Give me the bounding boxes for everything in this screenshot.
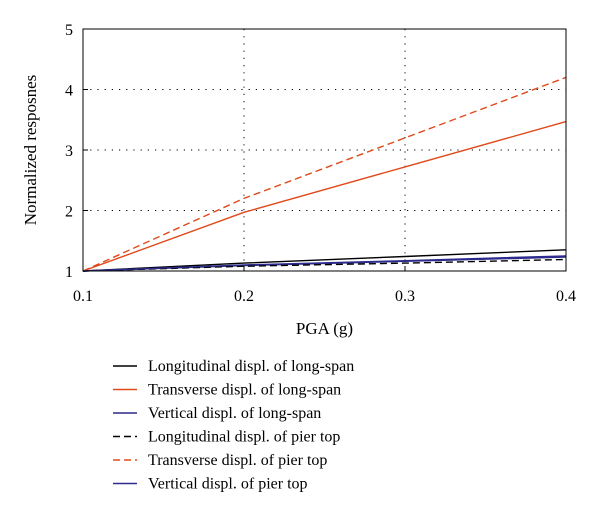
y-tick-label: 1 xyxy=(65,264,73,281)
x-tick-label: 0.3 xyxy=(395,288,415,305)
series-lines xyxy=(82,76,567,272)
x-tick-label: 0.4 xyxy=(556,288,576,305)
legend-label-6: Vertical displ. of pier top xyxy=(148,476,308,493)
y-tick-label: 2 xyxy=(65,204,73,221)
y-tick-label: 4 xyxy=(65,83,73,100)
y-axis-label: Normalized resposnes xyxy=(21,75,40,226)
grid-lines xyxy=(83,29,566,271)
y-tick-label: 3 xyxy=(65,143,73,160)
legend-label-4: Longitudinal displ. of pier top xyxy=(148,429,340,446)
x-tick-label: 0.1 xyxy=(73,288,93,305)
y-tick-label: 5 xyxy=(65,22,73,39)
legend-label-5: Transverse displ. of pier top xyxy=(148,452,327,469)
x-axis-label: PGA (g) xyxy=(296,319,353,338)
series-line-4 xyxy=(82,258,567,272)
legend-label-1: Longitudinal displ. of long-span xyxy=(148,358,354,375)
legend-label-3: Vertical displ. of long-span xyxy=(148,405,321,422)
legend: Longitudinal displ. of long-span Transver… xyxy=(113,358,354,493)
series-line-2 xyxy=(82,120,567,272)
series-line-6 xyxy=(82,255,567,272)
series-line-1 xyxy=(82,249,567,272)
axis-ticks: 0.1 0.2 0.3 0.4 1 2 3 4 5 xyxy=(65,22,576,305)
series-line-5 xyxy=(82,76,567,272)
legend-label-2: Transverse displ. of long-span xyxy=(148,382,341,399)
x-tick-label: 0.2 xyxy=(234,288,254,305)
